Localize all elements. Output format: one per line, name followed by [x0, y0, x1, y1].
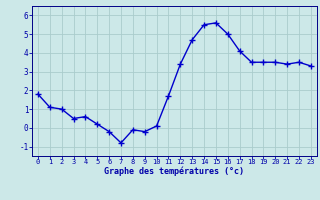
X-axis label: Graphe des températures (°c): Graphe des températures (°c) [104, 167, 244, 176]
